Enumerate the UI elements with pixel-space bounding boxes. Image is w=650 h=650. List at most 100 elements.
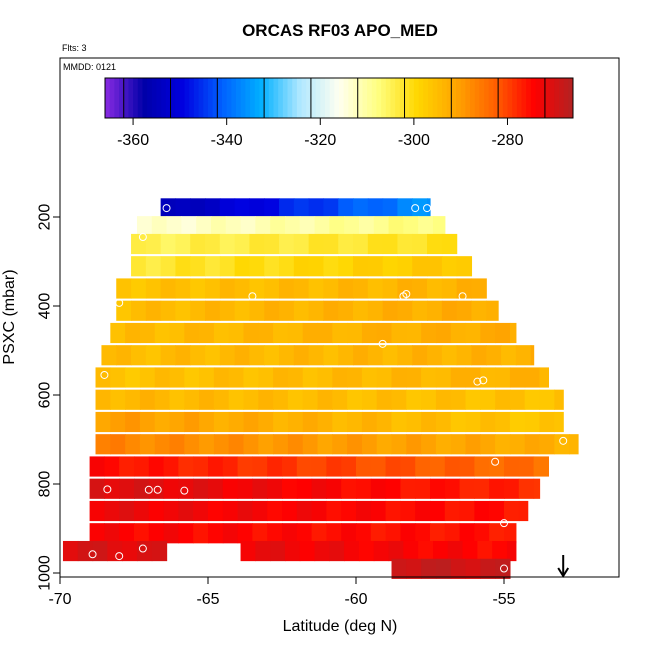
- sample-point: [559, 436, 568, 445]
- heatmap-cell: [196, 216, 212, 237]
- colorbar-segment: [554, 78, 560, 118]
- heatmap-cell: [435, 367, 452, 388]
- heatmap-cell: [406, 558, 422, 579]
- heatmap-cell: [432, 540, 449, 562]
- heatmap-cell: [518, 500, 529, 522]
- heatmap-cell: [477, 540, 493, 562]
- heatmap-cell: [279, 233, 295, 255]
- heatmap-cell: [489, 500, 505, 522]
- heatmap-cell: [367, 300, 384, 321]
- heatmap-cell: [184, 367, 200, 388]
- heatmap-cell: [267, 523, 283, 544]
- heatmap-cell: [293, 256, 310, 277]
- heatmap-cell: [441, 278, 458, 299]
- heatmap-cell: [213, 389, 230, 410]
- colorbar-segment: [259, 78, 265, 118]
- heatmap-cell: [501, 345, 517, 366]
- heatmap-cell: [373, 216, 390, 237]
- heatmap-cell: [249, 300, 265, 321]
- heatmap-cell: [264, 233, 280, 255]
- heatmap-cell: [234, 345, 251, 366]
- heatmap-cell: [533, 478, 541, 499]
- heatmap-cell: [427, 256, 443, 277]
- colorbar-segment: [488, 78, 494, 118]
- heatmap-cell: [101, 345, 117, 366]
- colorbar-segment: [161, 78, 167, 118]
- heatmap-cell: [175, 345, 191, 366]
- colorbar-segment: [441, 78, 448, 118]
- heatmap-cell: [341, 500, 357, 522]
- heatmap-cell: [237, 478, 253, 499]
- heatmap-cell: [243, 367, 259, 388]
- heatmap-cell: [332, 367, 348, 388]
- heatmap-cell: [89, 500, 105, 522]
- colorbar-segment: [381, 78, 387, 118]
- colorbar-segment: [254, 78, 260, 118]
- sample-point: [115, 552, 124, 561]
- colorbar-segment: [479, 78, 485, 118]
- heatmap-cell: [459, 500, 475, 522]
- heatmap-cell: [456, 256, 473, 277]
- heatmap-cell: [391, 558, 407, 579]
- heatmap-cell: [234, 278, 251, 299]
- heatmap-cell: [441, 256, 458, 277]
- heatmap-cell: [302, 434, 319, 455]
- heatmap-cell: [347, 389, 363, 410]
- heatmap-cell: [228, 411, 245, 433]
- heatmap-cell: [367, 278, 384, 299]
- heatmap-cell: [382, 345, 399, 366]
- heatmap-cell: [139, 367, 156, 388]
- heatmap-cell: [240, 540, 256, 562]
- colorbar-segment: [502, 78, 508, 118]
- heatmap-cell: [148, 456, 165, 477]
- heatmap-cell: [234, 256, 251, 277]
- heatmap-cell: [400, 456, 416, 477]
- heatmap-cell: [252, 478, 268, 499]
- colorbar-segment: [250, 78, 256, 118]
- heatmap-cell: [181, 216, 197, 237]
- heatmap-cell: [222, 523, 239, 544]
- heatmap-cell: [506, 540, 517, 562]
- colorbar-segment: [432, 78, 438, 118]
- heatmap-cell: [495, 367, 511, 388]
- sample-point: [153, 485, 162, 494]
- heatmap-cell: [249, 345, 265, 366]
- heatmap-cell: [237, 523, 253, 544]
- heatmap-cell: [104, 456, 120, 477]
- heatmap-cell: [154, 411, 171, 433]
- heatmap-cell: [302, 367, 319, 388]
- colorbar-segment: [329, 78, 335, 118]
- heatmap-cell: [273, 322, 289, 344]
- heatmap-cell: [193, 523, 209, 544]
- heatmap-cell: [430, 523, 446, 544]
- colorbar-segment: [292, 78, 298, 118]
- heatmap-cell: [314, 540, 330, 562]
- heatmap-cell: [376, 367, 393, 388]
- heatmap-cell: [441, 300, 458, 321]
- heatmap-cell: [435, 389, 452, 410]
- sample-point: [458, 292, 467, 301]
- colorbar-segment: [568, 78, 574, 118]
- heatmap-cell: [430, 478, 446, 499]
- heatmap-cell: [222, 478, 239, 499]
- heatmap-cell: [504, 500, 520, 522]
- heatmap-cell: [95, 389, 111, 410]
- heatmap-cell: [430, 500, 446, 522]
- colorbar-segment: [540, 78, 546, 118]
- heatmap-cell: [524, 367, 541, 388]
- heatmap-cell: [169, 322, 185, 344]
- heatmap-cell: [145, 278, 162, 299]
- heatmap-cell: [400, 523, 416, 544]
- heatmap-cell: [125, 322, 141, 344]
- heatmap-cell: [444, 523, 461, 544]
- heatmap-cell: [332, 322, 348, 344]
- heatmap-cell: [361, 322, 378, 344]
- colorbar-segment: [193, 78, 200, 118]
- heatmap-cell: [134, 478, 150, 499]
- y-axis: 200 400 600 800 1000: [37, 204, 61, 591]
- colorbar-segment: [549, 78, 555, 118]
- heatmap-cell: [314, 216, 330, 237]
- heatmap-cell: [110, 367, 126, 388]
- heatmap-cell: [427, 345, 443, 366]
- heatmap-cell: [391, 367, 407, 388]
